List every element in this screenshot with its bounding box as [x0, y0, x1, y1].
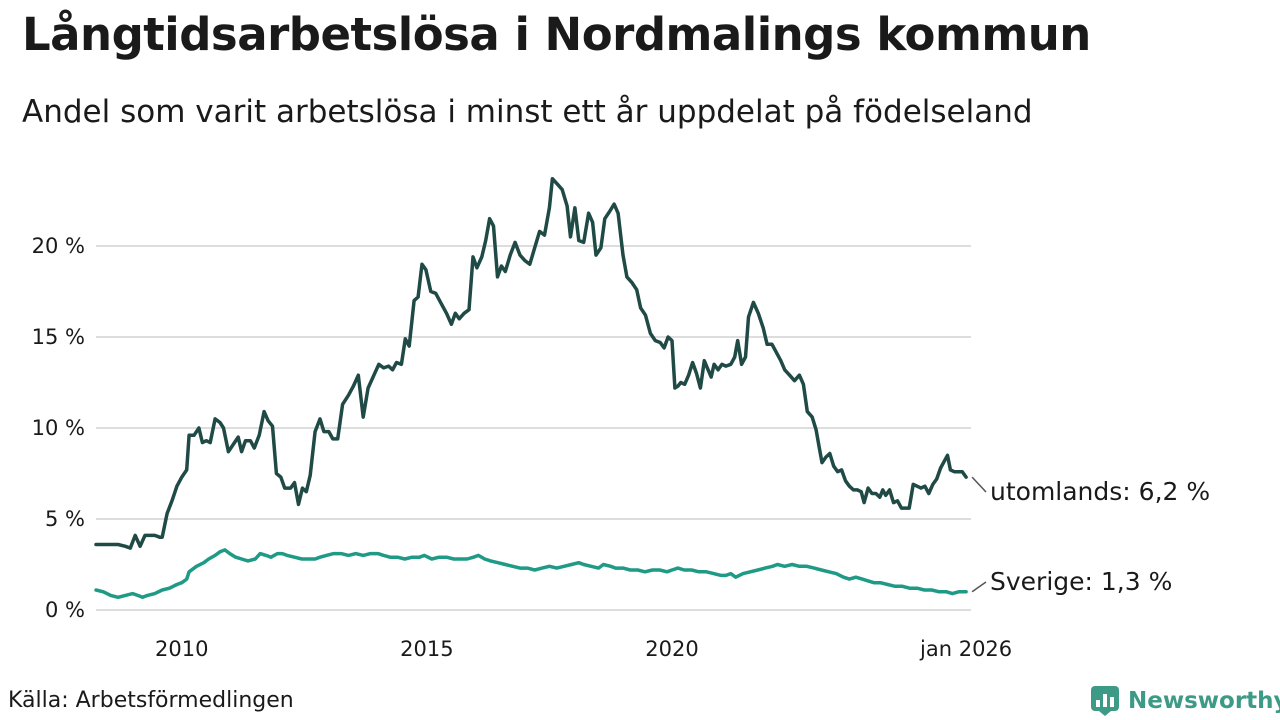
chart-title: Långtidsarbetslösa i Nordmalings kommun	[22, 8, 1091, 61]
end-label-sverige: Sverige: 1,3 %	[990, 567, 1172, 596]
chart-subtitle: Andel som varit arbetslösa i minst ett å…	[22, 94, 1033, 130]
source-note: Källa: Arbetsförmedlingen	[8, 688, 294, 713]
y-tick-label: 5 %	[45, 507, 85, 531]
x-tick-label: 2015	[400, 637, 453, 661]
x-tick-label: 2010	[155, 637, 208, 661]
grid-lines	[96, 245, 971, 611]
axis-labels: 0 % 5 % 10 % 15 % 20 % 2010 2015 2020 jan 2026	[32, 234, 1013, 661]
newsworthy-icon	[1091, 686, 1119, 716]
end-label-connector	[971, 476, 987, 493]
series-line-utomlands	[94, 176, 968, 550]
y-tick-label: 10 %	[32, 416, 85, 440]
brand-logo: Newsworthy	[1090, 684, 1280, 718]
x-tick-label: 2020	[645, 637, 698, 661]
x-tick-label: jan 2026	[919, 637, 1012, 661]
brand-name: Newsworthy	[1128, 688, 1280, 714]
y-tick-label: 20 %	[32, 234, 85, 258]
y-tick-label: 15 %	[32, 325, 85, 349]
series-lines	[94, 176, 968, 600]
end-label-connector	[971, 581, 987, 593]
end-labels: utomlands: 6,2 % Sverige: 1,3 %	[971, 476, 1210, 596]
series-line-sverige	[94, 548, 968, 600]
end-label-utomlands: utomlands: 6,2 %	[990, 477, 1210, 506]
y-tick-label: 0 %	[45, 598, 85, 622]
